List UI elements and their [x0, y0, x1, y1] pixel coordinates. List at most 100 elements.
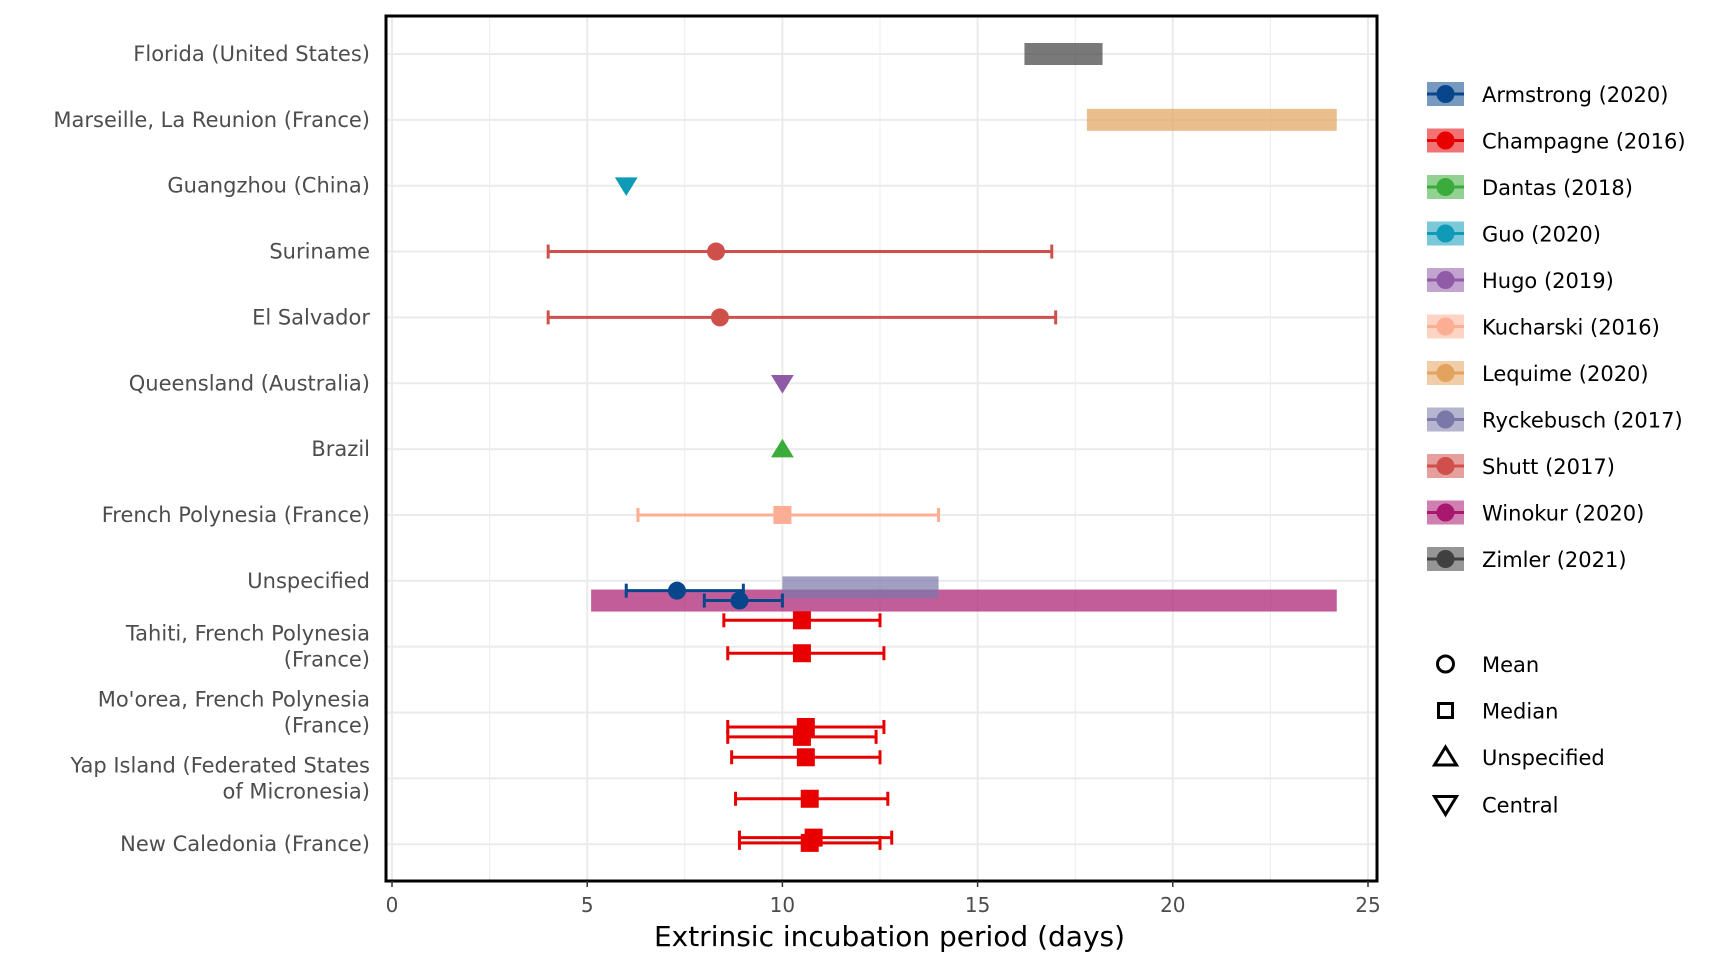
shape-legend-label: Central — [1482, 794, 1558, 818]
legend-item: Lequime (2020) — [1427, 361, 1649, 386]
legend-item: Dantas (2018) — [1427, 175, 1633, 200]
median-marker — [773, 505, 792, 524]
median-marker — [800, 833, 819, 852]
mean-marker — [710, 308, 729, 327]
y-axis-label: Florida (United States) — [133, 42, 370, 66]
x-tick-label: 15 — [965, 893, 990, 917]
shape-legend-label: Mean — [1482, 653, 1539, 677]
shape-legend: Mean Median Unspecified Central — [1431, 653, 1605, 818]
y-axis-label-line: Tahiti, French Polynesia — [125, 622, 370, 646]
legend-label: Champagne (2016) — [1482, 130, 1686, 154]
mean-key-icon — [1436, 654, 1455, 674]
y-axis-labels: Florida (United States) Marseille, La Reu… — [53, 42, 370, 856]
y-axis-label-line: Guangzhou (China) — [167, 174, 370, 198]
y-axis-label-line: of Micronesia) — [222, 779, 370, 803]
legend-item: Guo (2020) — [1427, 221, 1601, 247]
median-marker — [796, 748, 815, 767]
point-markers — [614, 177, 823, 852]
central-marker — [614, 177, 638, 197]
x-tick-label: 20 — [1160, 893, 1185, 917]
range-bar — [1086, 108, 1337, 131]
y-axis-label-line: Queensland (Australia) — [129, 371, 370, 395]
shape-legend-item: Median — [1437, 700, 1558, 724]
range-bar — [1024, 43, 1103, 65]
unspecified-marker — [771, 438, 794, 458]
median-marker — [792, 611, 811, 630]
central-key-icon — [1431, 795, 1460, 818]
legend-label: Hugo (2019) — [1482, 269, 1614, 293]
x-axis-title: Extrinsic incubation period (days) — [654, 920, 1125, 953]
legend-item: Winokur (2020) — [1427, 500, 1644, 526]
y-axis-label-line: French Polynesia (France) — [102, 503, 370, 527]
median-marker — [800, 789, 819, 808]
y-axis-label-line: New Caledonia (France) — [120, 832, 370, 856]
x-tick-label: 5 — [581, 893, 594, 917]
x-tick-label: 0 — [386, 893, 399, 917]
legend-item: Kucharski (2016) — [1427, 314, 1660, 340]
median-marker — [792, 727, 811, 746]
median-marker — [792, 644, 811, 663]
legend-item: Shutt (2017) — [1427, 454, 1615, 479]
legend-item: Ryckebusch (2017) — [1427, 407, 1683, 433]
error-bars — [546, 244, 1058, 850]
y-axis-label-line: Brazil — [311, 437, 370, 461]
study-legend: Armstrong (2020) Champagne (2016) Dantas (… — [1427, 82, 1686, 572]
x-axis-ticks: 0 5 10 15 20 25 — [386, 881, 1381, 917]
legend-dot — [1436, 317, 1455, 336]
mean-marker — [730, 591, 749, 610]
shape-legend-label: Median — [1482, 700, 1558, 724]
legend-label: Winokur (2020) — [1482, 502, 1644, 526]
grid-lines — [386, 16, 1377, 881]
legend-label: Dantas (2018) — [1482, 176, 1633, 200]
legend-dot — [1436, 271, 1455, 289]
y-axis-label-line: Mo'orea, French Polynesia — [98, 688, 370, 712]
legend-label: Shutt (2017) — [1482, 455, 1615, 479]
mean-marker — [707, 242, 726, 261]
legend-label: Kucharski (2016) — [1482, 316, 1660, 340]
mean-marker — [667, 581, 686, 600]
range-bar — [591, 589, 1337, 612]
y-axis-label: French Polynesia (France) — [102, 503, 370, 527]
legend-item: Zimler (2021) — [1427, 547, 1627, 572]
y-axis-label: Guangzhou (China) — [167, 174, 370, 198]
y-axis-label-line: El Salvador — [252, 305, 370, 329]
legend-label: Ryckebusch (2017) — [1482, 409, 1683, 433]
legend-label: Guo (2020) — [1482, 223, 1601, 247]
x-tick-label: 25 — [1355, 893, 1380, 917]
y-axis-label-line: Unspecified — [247, 569, 370, 593]
legend-item: Hugo (2019) — [1427, 268, 1614, 293]
y-axis-label: Suriname — [269, 240, 370, 264]
median-key-icon — [1437, 702, 1454, 719]
legend-dot — [1436, 503, 1455, 522]
legend-dot — [1436, 364, 1455, 382]
legend-label: Zimler (2021) — [1482, 548, 1627, 572]
unspecified-key-icon — [1431, 744, 1460, 767]
y-axis-label: El Salvador — [252, 305, 370, 329]
y-axis-label-line: (France) — [284, 714, 370, 738]
range-bar — [782, 576, 939, 599]
shape-legend-label: Unspecified — [1482, 746, 1605, 770]
legend-dot — [1436, 85, 1455, 103]
legend-dot — [1436, 178, 1455, 196]
y-axis-label-line: (France) — [284, 648, 370, 672]
y-axis-label-line: Marseille, La Reunion (France) — [53, 108, 370, 132]
legend-dot — [1436, 457, 1455, 475]
shape-legend-item: Unspecified — [1431, 744, 1605, 770]
legend-dot — [1436, 550, 1455, 568]
plot-frame — [384, 14, 1379, 883]
y-axis-label: Brazil — [311, 437, 370, 461]
shape-legend-item: Central — [1431, 794, 1558, 818]
legend-label: Armstrong (2020) — [1482, 83, 1668, 107]
y-axis-label: Mo'orea, French Polynesia (France) — [98, 688, 370, 738]
legend-item: Armstrong (2020) — [1427, 82, 1668, 107]
legend-dot — [1436, 131, 1455, 150]
y-axis-label: Unspecified — [247, 569, 370, 593]
legend-dot — [1436, 224, 1455, 243]
range-bars — [591, 43, 1337, 612]
y-axis-label: Marseille, La Reunion (France) — [53, 108, 370, 132]
y-axis-label: Queensland (Australia) — [129, 371, 370, 395]
y-axis-label: Tahiti, French Polynesia (France) — [125, 622, 370, 672]
y-axis-label-line: Yap Island (Federated States — [70, 753, 370, 777]
x-tick-label: 10 — [770, 893, 795, 917]
